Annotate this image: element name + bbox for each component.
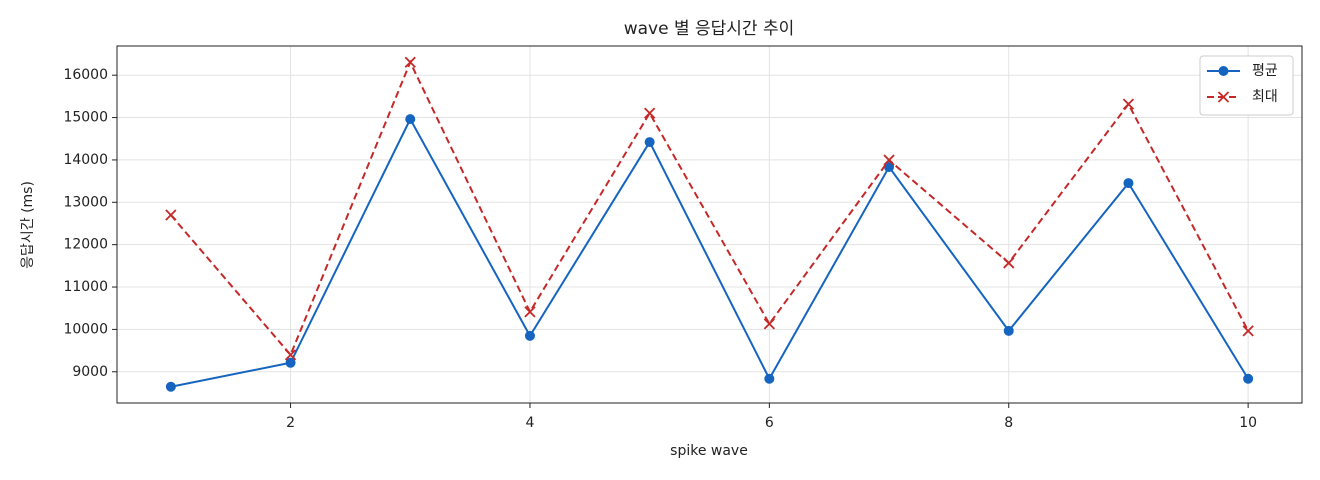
chart-title: wave 별 응답시간 추이 bbox=[624, 19, 795, 39]
legend-label: 평균 bbox=[1252, 63, 1278, 79]
point bbox=[405, 114, 416, 125]
point bbox=[1003, 325, 1014, 336]
y-tick-label: 10000 bbox=[63, 321, 108, 337]
legend-marker bbox=[1218, 66, 1229, 76]
y-tick-label: 12000 bbox=[63, 237, 108, 253]
point bbox=[404, 56, 416, 68]
x-axis-label: spike wave bbox=[670, 443, 748, 459]
point bbox=[1003, 257, 1015, 269]
point bbox=[884, 162, 895, 173]
point bbox=[284, 349, 297, 361]
y-tick-label: 13000 bbox=[63, 194, 108, 210]
x-tick-label: 4 bbox=[525, 415, 534, 431]
legend-label: 최대 bbox=[1252, 89, 1278, 105]
point bbox=[165, 209, 177, 221]
point bbox=[1243, 373, 1254, 384]
point bbox=[763, 318, 775, 330]
x-tick-label: 6 bbox=[765, 415, 774, 431]
point bbox=[1122, 98, 1135, 110]
y-tick-label: 9000 bbox=[72, 364, 108, 380]
series-line bbox=[170, 59, 1250, 357]
x-tick-label: 2 bbox=[286, 415, 295, 431]
point bbox=[644, 137, 655, 148]
legend-marker bbox=[1217, 91, 1230, 103]
y-tick-label: 15000 bbox=[63, 110, 108, 126]
y-tick-label: 14000 bbox=[63, 152, 108, 168]
y-axis-label: 응답시간 (ms) bbox=[20, 181, 36, 269]
y-tick-label: 16000 bbox=[63, 67, 108, 83]
point bbox=[1123, 178, 1134, 189]
point bbox=[285, 357, 296, 368]
y-tick-label: 11000 bbox=[63, 279, 108, 295]
point bbox=[524, 330, 535, 341]
x-tick-label: 8 bbox=[1004, 415, 1013, 431]
point bbox=[1242, 325, 1254, 337]
point bbox=[764, 373, 775, 384]
point bbox=[524, 306, 536, 318]
plot-frame bbox=[116, 45, 1303, 404]
x-tick-label: 10 bbox=[1239, 415, 1257, 431]
series-line bbox=[170, 116, 1249, 388]
legend-box bbox=[1199, 55, 1294, 116]
point bbox=[883, 154, 895, 166]
point bbox=[644, 107, 656, 119]
point bbox=[165, 381, 176, 392]
